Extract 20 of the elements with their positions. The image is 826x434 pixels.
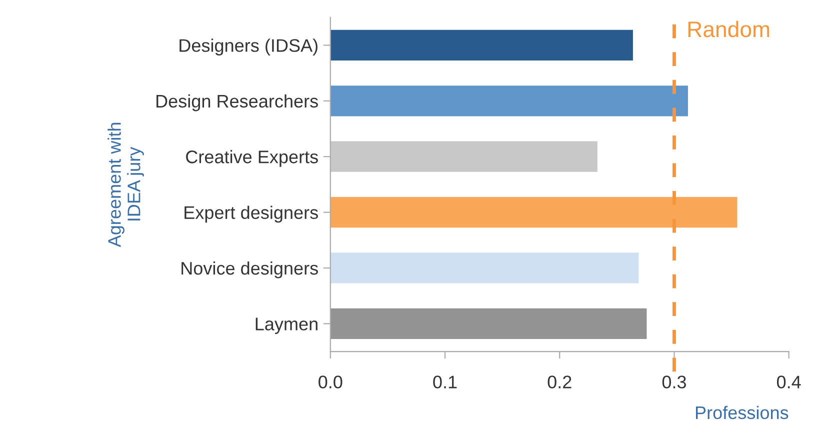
x-tick-label: 0.4 [776, 376, 801, 388]
ref-line-label: Random [688, 20, 770, 38]
y-axis-title: Agreement with IDEA jury [108, 122, 144, 248]
y-tick-label: Design Researchers [156, 94, 318, 112]
y-tick-label: Laymen [256, 318, 318, 334]
y-tick-label: Designers (IDSA) [180, 38, 318, 56]
x-tick-label: 0.0 [318, 376, 342, 388]
bar [330, 141, 598, 172]
bar [330, 252, 639, 284]
bar [330, 30, 633, 61]
bar [330, 86, 688, 116]
y-tick-label: Expert designers [184, 206, 318, 223]
bar [330, 308, 647, 340]
x-axis-title: Professions [696, 406, 788, 420]
x-tick-label: 0.3 [662, 376, 686, 388]
bar [330, 196, 738, 228]
y-tick-label: Novice designers [182, 261, 318, 278]
x-tick-label: 0.1 [433, 376, 457, 388]
x-tick-label: 0.2 [548, 376, 572, 388]
y-tick-label: Creative Experts [186, 150, 318, 167]
